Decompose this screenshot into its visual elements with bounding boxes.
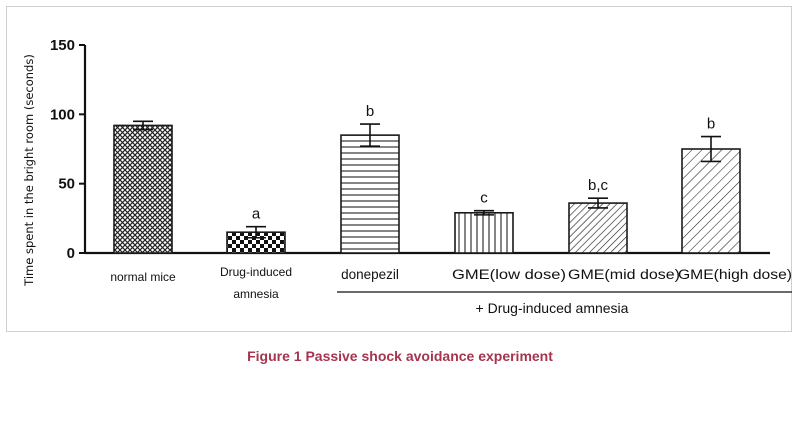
bar-5 xyxy=(568,202,628,254)
significance-label: a xyxy=(252,206,261,223)
y-tick-label: 100 xyxy=(50,106,75,123)
significance-label: b xyxy=(366,103,374,120)
significance-label: b xyxy=(707,116,715,133)
y-tick-label: 50 xyxy=(58,176,75,193)
significance-label: b,c xyxy=(588,177,609,194)
bars xyxy=(113,124,741,254)
category-label: GME(high dose) xyxy=(678,267,792,282)
y-axis-title: Time spent in the bright room (seconds) xyxy=(22,54,36,287)
significance-label: c xyxy=(480,190,488,207)
figure-caption: Figure 1 Passive shock avoidance experim… xyxy=(247,348,553,364)
bar-1 xyxy=(113,124,173,254)
group-annotation-label: + Drug-induced amnesia xyxy=(476,300,629,316)
category-labels: normal mice Drug-induced amnesia donepezil G… xyxy=(110,265,792,301)
bar-3 xyxy=(340,134,400,254)
axes: 0 50 100 150 xyxy=(50,37,770,262)
bar-chart: Time spent in the bright room (seconds) … xyxy=(22,37,792,316)
error-bars: a b c b,c b xyxy=(133,103,721,239)
category-label: donepezil xyxy=(341,267,399,282)
y-tick-label: 0 xyxy=(67,245,75,262)
bar-4 xyxy=(454,211,514,254)
category-label: normal mice xyxy=(110,270,176,284)
category-label: GME(mid dose) xyxy=(568,267,680,282)
bar-6 xyxy=(681,148,741,254)
category-label: Drug-induced amnesia xyxy=(220,265,292,301)
y-tick-label: 150 xyxy=(50,37,75,54)
category-label: GME(low dose) xyxy=(452,267,566,282)
y-axis-label: Time spent in the bright room (seconds) xyxy=(22,54,36,287)
